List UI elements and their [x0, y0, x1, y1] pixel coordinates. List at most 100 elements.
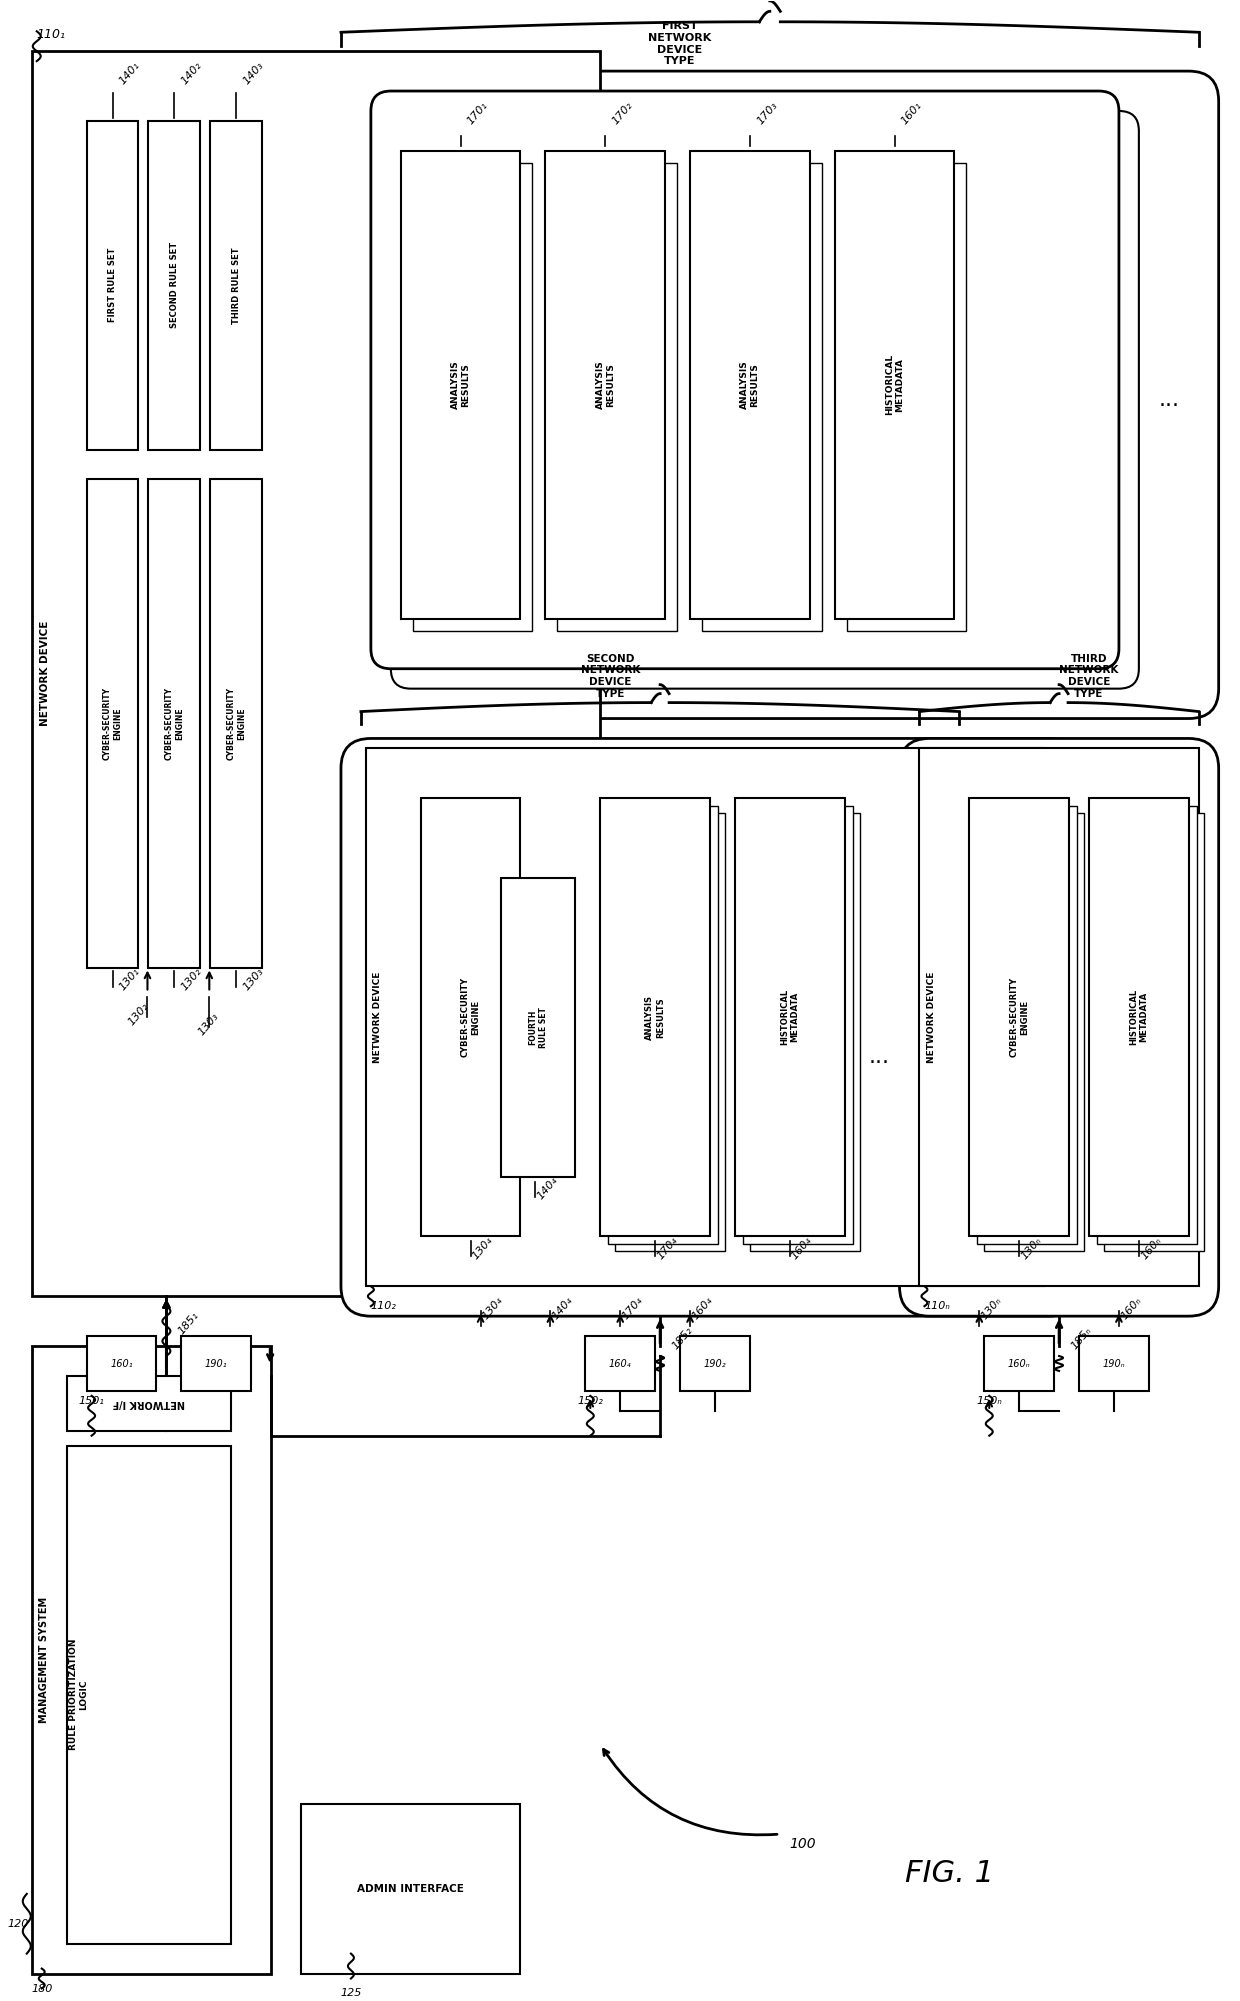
Bar: [149, 120, 201, 450]
Text: 140₄: 140₄: [536, 1175, 559, 1203]
Bar: [181, 1337, 252, 1391]
Text: 180: 180: [31, 1983, 52, 1993]
Text: 130₄: 130₄: [481, 1295, 505, 1321]
Text: HISTORICAL
METADATA: HISTORICAL METADATA: [780, 988, 800, 1045]
Bar: [985, 812, 1084, 1251]
Bar: [87, 480, 139, 968]
Text: 170₃: 170₃: [755, 100, 779, 126]
Text: 130₃: 130₃: [242, 966, 265, 992]
FancyBboxPatch shape: [371, 90, 1118, 668]
Text: ANALYSIS
RESULTS: ANALYSIS RESULTS: [595, 360, 615, 410]
Text: 160₄: 160₄: [689, 1295, 714, 1321]
Text: ANALYSIS
RESULTS: ANALYSIS RESULTS: [646, 994, 665, 1041]
Text: 160₁: 160₁: [899, 100, 924, 126]
Text: THIRD RULE SET: THIRD RULE SET: [232, 246, 241, 324]
Bar: [501, 878, 575, 1177]
Text: 185ₙ: 185ₙ: [1069, 1325, 1094, 1351]
Bar: [735, 798, 844, 1237]
Bar: [1079, 1337, 1148, 1391]
Text: NETWORK DEVICE: NETWORK DEVICE: [928, 972, 936, 1063]
Bar: [847, 162, 966, 630]
Text: 130ₙ: 130ₙ: [980, 1295, 1003, 1321]
Bar: [970, 798, 1069, 1237]
Text: 185₂: 185₂: [670, 1325, 694, 1351]
Text: FIG. 1: FIG. 1: [905, 1859, 994, 1889]
Text: 170₄: 170₄: [620, 1295, 645, 1321]
Text: 110ₙ: 110ₙ: [925, 1301, 950, 1311]
Bar: [977, 806, 1078, 1245]
Bar: [366, 748, 1044, 1287]
Text: CYBER-SECURITY
ENGINE: CYBER-SECURITY ENGINE: [227, 686, 246, 760]
Text: 110₁: 110₁: [37, 28, 66, 42]
Text: RULE PRIORITIZATION
LOGIC: RULE PRIORITIZATION LOGIC: [69, 1639, 88, 1751]
Bar: [600, 798, 711, 1237]
Bar: [401, 150, 521, 618]
Text: 150₁: 150₁: [78, 1397, 104, 1407]
Text: 140₁: 140₁: [118, 60, 141, 86]
Text: 100: 100: [790, 1837, 816, 1851]
Text: 160ₙ: 160ₙ: [1118, 1295, 1143, 1321]
Text: 130₃: 130₃: [196, 1011, 221, 1037]
Bar: [702, 162, 822, 630]
Bar: [1097, 806, 1197, 1245]
Text: FOURTH
RULE SET: FOURTH RULE SET: [528, 1007, 548, 1049]
Text: 160₄: 160₄: [790, 1235, 815, 1261]
Text: THIRD
NETWORK
DEVICE
TYPE: THIRD NETWORK DEVICE TYPE: [1059, 654, 1118, 698]
Bar: [680, 1337, 750, 1391]
Text: 120: 120: [7, 1919, 29, 1929]
Bar: [67, 1377, 231, 1431]
Text: MANAGEMENT SYSTEM: MANAGEMENT SYSTEM: [38, 1597, 48, 1723]
Text: 160ₙ: 160ₙ: [1008, 1359, 1030, 1369]
Text: 130₂: 130₂: [180, 966, 203, 992]
Text: FIRST RULE SET: FIRST RULE SET: [108, 248, 117, 322]
Text: CYBER-SECURITY
ENGINE: CYBER-SECURITY ENGINE: [1009, 976, 1029, 1057]
Bar: [835, 150, 955, 618]
Bar: [558, 162, 677, 630]
Bar: [67, 1445, 231, 1943]
Bar: [301, 1805, 521, 1973]
Bar: [211, 120, 262, 450]
Text: 140₂: 140₂: [180, 60, 203, 86]
Bar: [919, 748, 1199, 1287]
Bar: [985, 1337, 1054, 1391]
Text: 110₂: 110₂: [371, 1301, 397, 1311]
Bar: [32, 1347, 272, 1973]
Text: 160₁: 160₁: [110, 1359, 133, 1369]
Bar: [615, 812, 725, 1251]
Text: 130₄: 130₄: [471, 1235, 495, 1261]
Text: 160ₙ: 160ₙ: [1138, 1235, 1163, 1261]
Bar: [32, 52, 600, 1297]
Text: 130ₙ: 130ₙ: [1019, 1235, 1044, 1261]
Bar: [743, 806, 853, 1245]
Text: 140₃: 140₃: [242, 60, 265, 86]
Bar: [1104, 812, 1204, 1251]
Bar: [87, 1337, 156, 1391]
Text: 140₄: 140₄: [551, 1295, 574, 1321]
Text: ANALYSIS
RESULTS: ANALYSIS RESULTS: [451, 360, 470, 410]
Bar: [1089, 798, 1189, 1237]
Bar: [413, 162, 532, 630]
Text: 190ₙ: 190ₙ: [1102, 1359, 1125, 1369]
FancyBboxPatch shape: [341, 738, 1079, 1317]
Text: CYBER-SECURITY
ENGINE: CYBER-SECURITY ENGINE: [165, 686, 184, 760]
Text: 170₄: 170₄: [655, 1235, 680, 1261]
Text: SECOND RULE SET: SECOND RULE SET: [170, 242, 179, 328]
FancyBboxPatch shape: [899, 738, 1219, 1317]
Bar: [689, 150, 810, 618]
Text: NETWORK DEVICE: NETWORK DEVICE: [40, 620, 50, 726]
Text: NETWORK DEVICE: NETWORK DEVICE: [373, 972, 382, 1063]
Bar: [149, 480, 201, 968]
FancyBboxPatch shape: [391, 110, 1138, 688]
Text: 130₁: 130₁: [118, 966, 141, 992]
Text: 130₂: 130₂: [126, 1000, 151, 1027]
Text: ANALYSIS
RESULTS: ANALYSIS RESULTS: [740, 360, 760, 410]
Text: 185₁: 185₁: [176, 1311, 201, 1337]
Bar: [87, 120, 139, 450]
Text: HISTORICAL
METADATA: HISTORICAL METADATA: [1130, 988, 1148, 1045]
Text: 170₁: 170₁: [466, 100, 490, 126]
Bar: [750, 812, 859, 1251]
Text: 160₄: 160₄: [609, 1359, 631, 1369]
Text: NETWORK I/F: NETWORK I/F: [113, 1399, 185, 1409]
Text: HISTORICAL
METADATA: HISTORICAL METADATA: [885, 354, 904, 416]
Text: 125: 125: [340, 1989, 362, 1999]
